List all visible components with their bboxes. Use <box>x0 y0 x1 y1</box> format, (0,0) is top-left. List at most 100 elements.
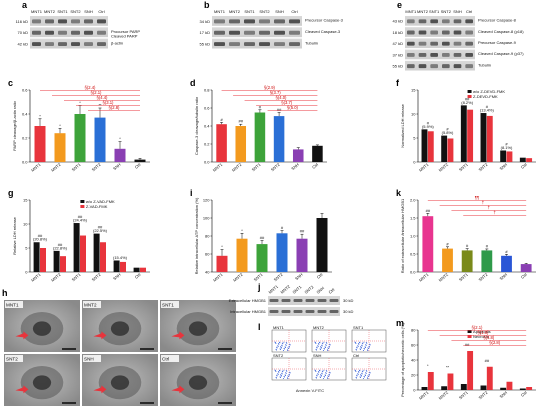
blot-band <box>442 42 450 46</box>
y-tick-label: 1.0 <box>410 234 416 239</box>
blot-band <box>289 31 300 35</box>
event-dot <box>367 350 368 351</box>
blot-band <box>330 299 339 302</box>
panel-b: bMNT1 MNT2 SNT1 SNT2 SNH Ctrl34 kD Precursor C… <box>200 0 344 49</box>
x-tick-label: MNT2 <box>232 271 244 282</box>
y-tick-label: 2.0 <box>410 198 416 203</box>
x-tick-label: Ctrl <box>316 272 324 280</box>
sig-mark: # <box>259 104 262 109</box>
blot-band <box>294 299 303 302</box>
x-tick-label: SNT1 <box>458 271 470 282</box>
event-dot <box>282 343 283 344</box>
event-dot <box>320 349 321 350</box>
event-dot <box>279 370 280 371</box>
event-dot <box>366 343 367 344</box>
percent-label: (24.4%) <box>73 218 88 223</box>
y-tick-label: 0 <box>413 160 416 165</box>
percent-label: (22.8%) <box>53 245 68 250</box>
sig-mark: ## <box>239 119 244 124</box>
lane-label: Ctrl <box>291 9 297 14</box>
blot-band <box>419 42 427 46</box>
event-dot <box>366 373 367 374</box>
event-dot <box>323 342 324 343</box>
blot-band <box>259 19 270 23</box>
event-dot <box>366 345 367 346</box>
x-tick-label: MNT1 <box>212 271 224 282</box>
kd-label: 42 kD <box>18 41 29 46</box>
y-tick-label: 15 <box>411 88 416 93</box>
panel-a: aMNT1 MNT2 SNT1 SNT2 SNH Ctrl116 kD70 kD Procu… <box>16 0 141 49</box>
percent-label: (22.5%) <box>93 228 108 233</box>
x-tick-label: SNT2 <box>91 271 103 282</box>
x-tick-label: MNT1 <box>418 271 430 282</box>
y-tick-label: 0 <box>413 388 416 393</box>
chart-c: c0.00.20.40.6PARP cleavage/β-actin ratio… <box>8 78 150 173</box>
bar <box>135 160 146 162</box>
event-dot <box>358 344 359 345</box>
blot-band <box>454 64 462 68</box>
bar <box>255 113 266 163</box>
bar <box>257 244 268 272</box>
tem-label: MNT2 <box>84 303 97 308</box>
bracket-label: §(2.8) <box>489 340 501 345</box>
bar <box>422 216 433 272</box>
event-dot <box>370 372 371 373</box>
percent-label: (8.2%) <box>461 100 473 105</box>
panel-letter: c <box>8 78 13 88</box>
y-tick-label: 10 <box>23 222 28 227</box>
blot-band <box>97 31 106 35</box>
event-dot <box>365 375 366 376</box>
event-dot <box>362 345 363 346</box>
blot-band <box>97 42 106 46</box>
percent-label: (15.4%) <box>113 255 128 260</box>
event-dot <box>328 348 329 349</box>
bar <box>422 129 428 162</box>
panel-letter: l <box>258 322 261 332</box>
sig-mark: ** <box>98 103 102 108</box>
event-dot <box>275 343 276 344</box>
blot-band <box>244 31 255 35</box>
event-dot <box>330 344 331 345</box>
event-dot <box>316 350 317 351</box>
bar <box>115 149 126 162</box>
blot-band <box>71 42 80 46</box>
event-dot <box>330 372 331 373</box>
blot-band <box>465 53 473 57</box>
event-dot <box>286 373 287 374</box>
event-dot <box>363 342 364 343</box>
event-dot <box>363 370 364 371</box>
blot-band <box>419 31 427 35</box>
x-tick-label: SNT2 <box>273 271 285 282</box>
bar <box>481 113 487 162</box>
blot-band <box>330 310 339 313</box>
event-dot <box>277 347 278 348</box>
bar <box>462 250 473 272</box>
x-tick-label: SNT1 <box>71 271 83 282</box>
y-axis-label: PARP cleavage/β-actin ratio <box>12 100 17 151</box>
event-dot <box>288 348 289 349</box>
tem-label: SNH <box>84 357 94 362</box>
blot-band <box>465 64 473 68</box>
bar <box>60 256 66 272</box>
bar <box>40 248 46 272</box>
legend-label: Z-DEVD-FMK <box>473 94 498 99</box>
event-dot <box>323 378 324 379</box>
event-dot <box>276 350 277 351</box>
blot-band <box>306 299 315 302</box>
x-tick-label: MNT2 <box>438 271 450 282</box>
band-label: β-actin <box>111 40 123 45</box>
event-dot <box>322 371 323 372</box>
blot-band <box>32 31 41 35</box>
panel-letter: e <box>397 0 402 10</box>
x-tick-label: SNH <box>112 162 122 171</box>
event-dot <box>328 376 329 377</box>
x-tick-label: SNH <box>290 162 300 171</box>
blot-band <box>430 42 438 46</box>
y-axis-label: Relative LDH release <box>12 216 17 255</box>
bar <box>95 118 106 162</box>
blot-band <box>430 53 438 57</box>
event-dot <box>358 346 359 347</box>
bar <box>461 384 467 390</box>
bar <box>500 388 506 390</box>
plot-label: SNT2 <box>273 353 284 358</box>
